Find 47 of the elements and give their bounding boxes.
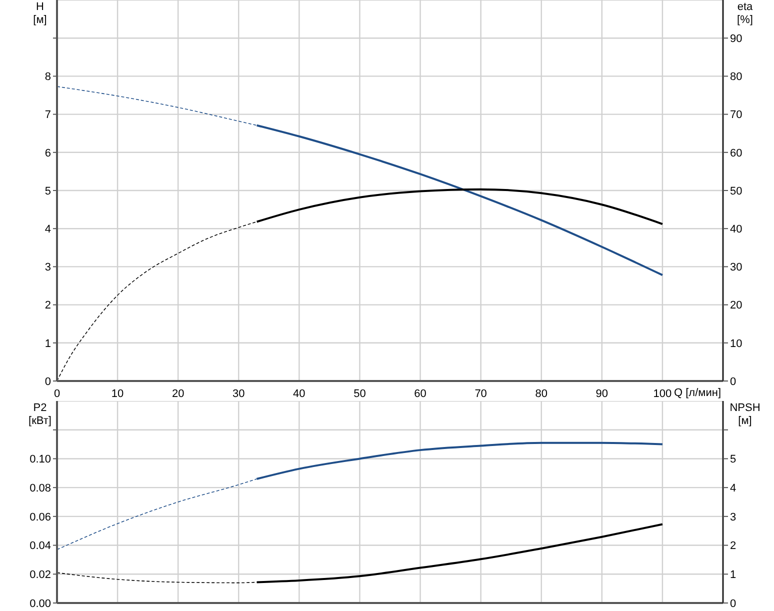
x-axis-title: Q [л/мин]: [674, 387, 721, 399]
y-tick-label: 6: [44, 147, 51, 160]
y-axis-title: H [м]: [33, 1, 47, 26]
y-tick-label: 2: [44, 300, 51, 312]
x-tick-label: 40: [293, 388, 306, 400]
y2-tick-label: 60: [730, 147, 742, 160]
y2-tick-label: 20: [730, 300, 742, 312]
y-tick-label: 0: [44, 376, 51, 388]
y2-tick-label: 40: [730, 224, 742, 236]
x-tick-label: 10: [111, 388, 124, 400]
y-tick-label: 0.02: [30, 569, 51, 582]
y2-tick-label: 1: [730, 569, 736, 582]
x-tick-label: 90: [596, 388, 608, 400]
y2-tick-label: 0: [730, 598, 736, 610]
y-tick-label: 4: [44, 224, 51, 236]
x-tick-label: 30: [232, 388, 245, 400]
y2-tick-label: 30: [730, 262, 742, 274]
y-tick-label: 8: [44, 71, 51, 84]
x-tick-label: 0: [54, 388, 60, 400]
y2-tick-label: 5: [730, 454, 736, 466]
y-tick-label: 0.06: [30, 511, 51, 524]
y-tick-label: 1: [44, 338, 51, 350]
x-tick-label: 80: [535, 388, 548, 400]
y2-tick-label: 2: [730, 540, 736, 552]
y2-tick-label: 3: [730, 511, 736, 524]
y2-axis-title: eta [%]: [737, 1, 754, 26]
y-tick-label: 0.10: [30, 454, 51, 466]
y2-tick-label: 4: [730, 482, 736, 494]
y-tick-label: 0.04: [30, 540, 51, 552]
y2-tick-label: 50: [730, 185, 742, 198]
x-tick-label: 100: [653, 388, 672, 400]
y-tick-label: 0.00: [30, 598, 51, 610]
y-tick-label: 7: [44, 109, 51, 122]
y2-tick-label: 80: [730, 71, 742, 84]
y2-tick-label: 70: [730, 109, 742, 122]
y2-axis-title: NPSH [м]: [730, 402, 760, 427]
y-tick-label: 0.08: [30, 482, 51, 494]
x-tick-label: 20: [172, 388, 184, 400]
x-tick-label: 70: [474, 388, 487, 400]
y-tick-label: 3: [44, 262, 51, 274]
y2-tick-label: 90: [730, 33, 742, 46]
y-axis-title: P2 [кВт]: [28, 402, 52, 427]
y2-tick-label: 10: [730, 338, 742, 350]
x-tick-label: 50: [354, 388, 366, 400]
y-tick-label: 5: [44, 185, 51, 198]
y2-tick-label: 0: [730, 376, 736, 388]
x-tick-label: 60: [414, 388, 426, 400]
